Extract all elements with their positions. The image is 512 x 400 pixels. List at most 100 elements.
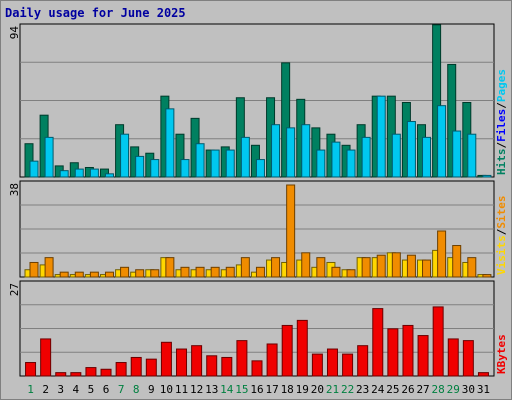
side-label-separator: / (495, 102, 508, 109)
side-label-group: Hits/Files/Pages (495, 69, 508, 175)
side-label-group: Visits/Sites (495, 196, 508, 276)
bar-sites-day-10 (165, 257, 175, 278)
bar-kbytes-day-18 (281, 324, 293, 377)
bar-files-day-14 (225, 149, 235, 178)
x-tick-label-24: 24 (371, 383, 385, 396)
x-tick-label-30: 30 (462, 383, 475, 396)
x-tick-label-26: 26 (401, 383, 414, 396)
bar-files-day-31 (482, 174, 492, 178)
bar-kbytes-day-16 (251, 360, 263, 377)
bar-sites-day-24 (376, 254, 386, 278)
x-tick-label-14: 14 (220, 383, 234, 396)
side-label-sites: Sites (495, 196, 508, 229)
bar-files-day-12 (195, 143, 205, 178)
x-tick-label-5: 5 (88, 383, 95, 396)
bar-kbytes-day-23 (357, 345, 369, 377)
x-tick-label-6: 6 (103, 383, 110, 396)
bar-kbytes-day-30 (462, 340, 474, 377)
bar-sites-day-19 (301, 252, 311, 278)
chart-title: Daily usage for June 2025 (5, 6, 186, 20)
bar-sites-day-12 (195, 266, 205, 278)
x-tick-label-3: 3 (57, 383, 64, 396)
bar-kbytes-day-2 (40, 338, 52, 377)
x-tick-label-10: 10 (160, 383, 173, 396)
bar-kbytes-day-22 (342, 353, 354, 377)
x-tick-label-18: 18 (281, 383, 294, 396)
bar-files-day-19 (301, 124, 311, 178)
bar-hits-day-6 (99, 168, 109, 178)
x-tick-label-20: 20 (311, 383, 324, 396)
bar-kbytes-day-27 (417, 335, 429, 377)
x-tick-label-31: 31 (477, 383, 490, 396)
bar-kbytes-day-17 (266, 343, 278, 377)
bar-files-day-4 (74, 168, 84, 178)
bar-sites-day-16 (255, 266, 265, 278)
bar-files-day-22 (346, 149, 356, 178)
bar-kbytes-day-19 (296, 319, 308, 377)
bar-kbytes-day-7 (115, 362, 127, 377)
bar-kbytes-day-25 (387, 328, 399, 377)
x-tick-label-11: 11 (175, 383, 188, 396)
bar-files-day-1 (29, 160, 39, 178)
bar-files-day-16 (255, 159, 265, 178)
x-axis-labels: 1 2 3 4 5 6 7 8 9 10 11 12 13 14 15 16 17 18 19 20 21 22 23 24 2… (27, 383, 490, 396)
bar-files-day-15 (240, 136, 250, 178)
bar-sites-day-29 (452, 245, 462, 278)
bar-sites-day-31 (482, 274, 492, 278)
side-label-visits: Visits (495, 235, 508, 275)
bar-kbytes-day-24 (372, 308, 384, 377)
x-tick-label-28: 28 (432, 383, 445, 396)
bar-sites-day-18 (286, 184, 296, 278)
x-tick-label-4: 4 (73, 383, 80, 396)
bar-kbytes-day-5 (85, 367, 97, 377)
bar-sites-day-30 (467, 257, 477, 278)
bar-kbytes-day-9 (145, 358, 157, 377)
bar-files-day-26 (406, 121, 416, 178)
bar-sites-day-11 (180, 266, 190, 278)
bar-files-day-28 (437, 105, 447, 178)
bar-files-day-7 (120, 133, 130, 178)
x-tick-label-21: 21 (326, 383, 339, 396)
bar-files-day-18 (286, 127, 296, 178)
bar-files-day-20 (316, 149, 326, 178)
bar-kbytes-day-20 (311, 353, 323, 377)
x-tick-label-25: 25 (386, 383, 399, 396)
bar-sites-day-28 (437, 230, 447, 278)
bar-hits-day-1 (24, 143, 34, 178)
bar-sites-day-2 (44, 257, 54, 278)
bar-sites-day-26 (406, 254, 416, 278)
bar-kbytes-day-31 (477, 372, 489, 377)
side-label-kbytes: KBytes (495, 334, 508, 374)
bar-kbytes-day-11 (176, 348, 188, 377)
side-label-separator: / (495, 142, 508, 149)
bar-kbytes-day-29 (447, 338, 459, 377)
bar-files-day-17 (271, 124, 281, 178)
x-tick-label-7: 7 (118, 383, 125, 396)
bar-sites-day-8 (135, 269, 145, 278)
bar-kbytes-day-3 (55, 372, 67, 377)
side-label-hits: Hits (495, 149, 508, 176)
bar-sites-day-6 (104, 271, 114, 278)
bar-files-day-5 (89, 168, 99, 178)
bar-files-day-27 (422, 136, 432, 178)
bar-kbytes-day-15 (236, 340, 248, 377)
x-tick-label-13: 13 (205, 383, 218, 396)
bar-sites-day-25 (391, 252, 401, 278)
y-max-label: 94 (8, 26, 21, 40)
x-tick-label-15: 15 (235, 383, 248, 396)
bar-kbytes-day-8 (130, 356, 142, 377)
bar-hits-day-18 (281, 62, 291, 178)
x-tick-label-29: 29 (447, 383, 460, 396)
x-tick-label-22: 22 (341, 383, 354, 396)
y-max-label: 27 (8, 283, 21, 296)
side-label-separator: / (495, 228, 508, 235)
bar-sites-day-14 (225, 266, 235, 278)
x-tick-label-12: 12 (190, 383, 203, 396)
bar-files-day-11 (180, 159, 190, 178)
x-tick-label-16: 16 (250, 383, 263, 396)
bar-sites-day-20 (316, 257, 326, 278)
x-tick-label-23: 23 (356, 383, 369, 396)
bar-kbytes-day-21 (326, 348, 338, 377)
